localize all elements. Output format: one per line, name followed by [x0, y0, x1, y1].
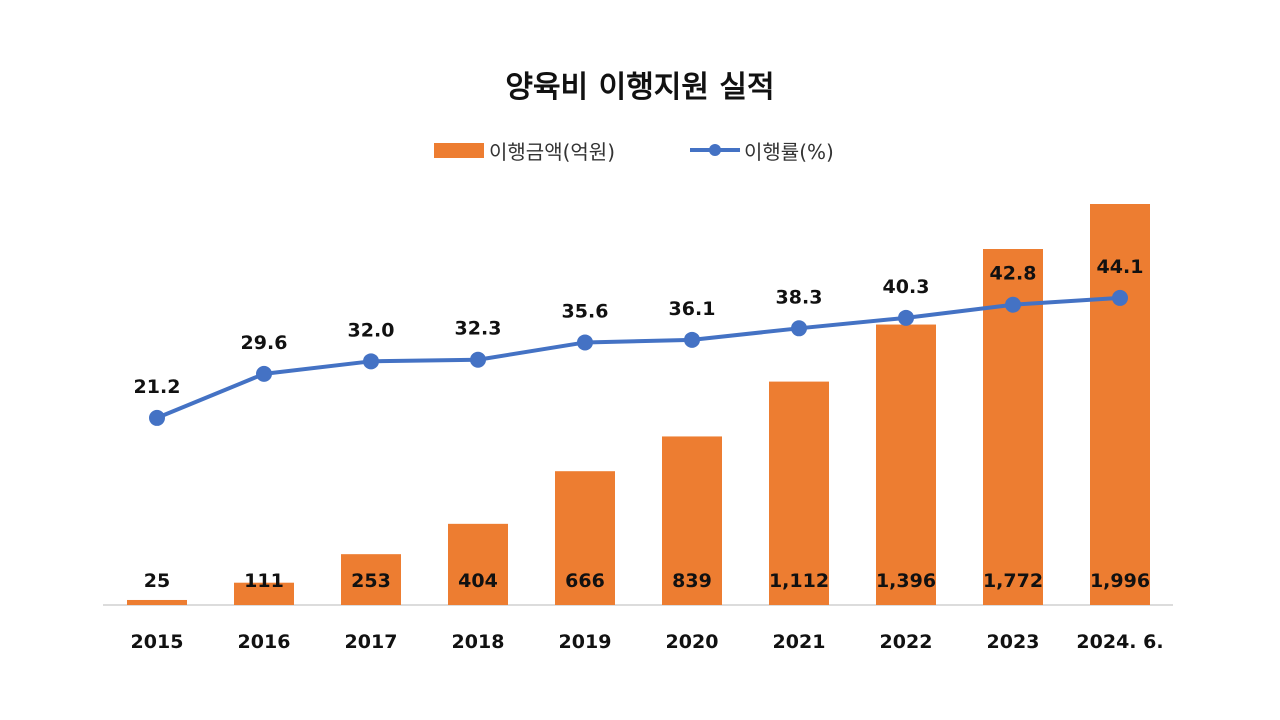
rate-line [156, 295, 1121, 420]
bar-label-2015: 25 [144, 570, 170, 592]
rate-label-2017: 32.0 [348, 319, 395, 341]
rate-point-2020 [684, 331, 700, 348]
x-tick-2019: 2019 [559, 631, 612, 653]
bar-2019 [555, 471, 615, 605]
bar-2021 [769, 381, 829, 605]
bar-2015 [127, 599, 187, 605]
bar-2024. 6. [1090, 204, 1150, 605]
bar-label-2020: 839 [672, 570, 712, 592]
bar-label-2019: 666 [565, 570, 605, 592]
bar-2022 [876, 324, 936, 605]
bar-label-2021: 1,112 [769, 570, 829, 592]
rate-label-2020: 36.1 [669, 298, 716, 320]
rate-point-2016 [256, 365, 272, 382]
bar-label-2024. 6.: 1,996 [1090, 570, 1150, 592]
rate-label-2018: 32.3 [455, 318, 502, 340]
rate-label-2023: 42.8 [990, 263, 1037, 285]
rate-point-2019 [577, 334, 593, 351]
x-tick-2022: 2022 [880, 631, 933, 653]
bar-2017 [341, 554, 401, 605]
bar-2020 [662, 436, 722, 605]
x-tick-2021: 2021 [773, 631, 826, 653]
legend: 이행금액(억원) 이행률(%) [434, 140, 834, 164]
rate-label-2015: 21.2 [134, 376, 181, 398]
x-tick-2020: 2020 [666, 631, 719, 653]
legend-swatch-bar [434, 143, 484, 158]
x-tick-2023: 2023 [987, 631, 1040, 653]
rate-point-2023 [1005, 296, 1021, 313]
x-tick-2017: 2017 [345, 631, 398, 653]
rate-point-2018 [470, 351, 486, 368]
bar-label-2023: 1,772 [983, 570, 1043, 592]
rate-label-2022: 40.3 [883, 276, 930, 298]
x-tick-2024. 6.: 2024. 6. [1076, 631, 1163, 653]
legend-label-bar: 이행금액(억원) [489, 140, 615, 164]
bar-label-2017: 253 [351, 570, 391, 592]
bar-label-2018: 404 [458, 570, 498, 592]
rate-point-2017 [363, 353, 379, 370]
x-tick-2018: 2018 [452, 631, 505, 653]
x-tick-2015: 2015 [131, 631, 184, 653]
rate-point-2024. 6. [1112, 289, 1128, 306]
rate-label-2016: 29.6 [241, 332, 288, 354]
rate-point-2022 [898, 309, 914, 326]
rate-point-2021 [791, 320, 807, 337]
x-tick-2016: 2016 [238, 631, 291, 653]
bar-2018 [448, 523, 508, 605]
rate-point-2015 [149, 409, 165, 426]
rate-label-2024. 6.: 44.1 [1097, 256, 1144, 278]
legend-label-line: 이행률(%) [744, 140, 834, 164]
rate-label-2019: 35.6 [562, 300, 609, 322]
legend-marker-line [709, 144, 721, 156]
bar-2016 [234, 582, 294, 605]
bar-label-2016: 111 [244, 570, 284, 592]
rate-label-2021: 38.3 [776, 286, 823, 308]
bar-label-2022: 1,396 [876, 570, 936, 592]
chart-title: 양육비 이행지원 실적 [505, 70, 774, 105]
